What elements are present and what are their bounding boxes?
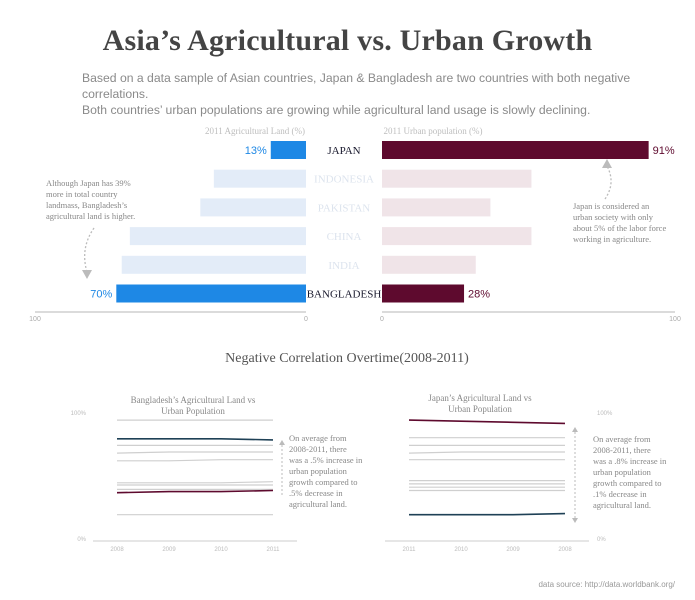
page-title: Asia’s Agricultural vs. Urban Growth <box>102 24 593 57</box>
arrow-right <box>604 165 612 200</box>
arrow-left <box>84 227 95 273</box>
bar-agri <box>116 284 306 303</box>
note-right: Japan is considered an urban society with… <box>573 201 666 244</box>
category-label: INDONESIA <box>314 174 374 186</box>
category-label: JAPAN <box>327 145 360 157</box>
bar-agri <box>213 169 306 188</box>
bar-urban <box>382 141 649 159</box>
note-line: growth compared to <box>593 478 661 488</box>
series-line <box>116 451 273 454</box>
y-tick-label: 100% <box>597 411 613 417</box>
line-chart-title: Bangladesh’s Agricultural Land vs Urban P… <box>131 395 256 416</box>
tick-label: 100 <box>29 316 41 323</box>
note-line: Although Japan has 39% <box>46 178 131 188</box>
series-line <box>116 489 274 494</box>
data-source: data source: http://data.worldbank.org/ <box>538 580 675 589</box>
line-chart-japan: Japan’s Agricultural Land vs Urban Popula… <box>385 393 613 553</box>
data-label-agri: 13% <box>245 145 267 157</box>
note-line: 2008-2011, there <box>289 444 347 454</box>
note-line: urban population <box>593 467 652 477</box>
page-subtitle: Based on a data sample of Asian countrie… <box>82 70 682 118</box>
category-label: INDIA <box>328 260 359 272</box>
y-tick-label: 0% <box>77 537 86 543</box>
note-line: .1% decrease in <box>593 489 647 499</box>
note-line: .5% decrease in <box>289 488 343 498</box>
bar-agri <box>200 198 306 217</box>
data-label-urban: 28% <box>468 289 490 301</box>
note-line: On average from <box>289 433 347 443</box>
bar-urban <box>382 284 465 303</box>
title-line: Bangladesh’s Agricultural Land vs <box>131 395 256 405</box>
bar-urban <box>382 169 532 188</box>
y-tick-label: 0% <box>597 537 606 543</box>
category-label: BANGLADESH <box>307 289 382 301</box>
note-line: urban society with only <box>573 212 654 222</box>
subtitle-line-2: Both countries’ urban populations are gr… <box>82 103 591 117</box>
tick-label: 100 <box>669 316 681 323</box>
category-label: CHINA <box>327 231 362 243</box>
bar-urban <box>382 255 476 274</box>
note-line: urban population <box>289 466 348 476</box>
line-chart-title: Japan’s Agricultural Land vs Urban Popula… <box>428 393 532 414</box>
series-line <box>117 459 273 462</box>
note-japan: On average from 2008-2011, there was a .8%… <box>593 434 667 510</box>
tick-label: 0 <box>380 316 384 323</box>
note-line: agricultural land. <box>593 500 651 510</box>
range-marker-japan-head <box>572 427 578 432</box>
x-tick-label: 2008 <box>558 547 572 553</box>
x-tick-label: 2011 <box>267 547 281 553</box>
range-marker-japan-head <box>572 518 578 523</box>
series-line <box>117 481 274 484</box>
range-marker-bangladesh-head <box>279 440 285 445</box>
data-label-agri: 70% <box>90 289 112 301</box>
bar-agri <box>270 141 306 159</box>
note-line: Japan is considered an <box>573 201 650 211</box>
title-line: Japan’s Agricultural Land vs <box>428 393 532 403</box>
note-line: about 5% of the labor force <box>573 223 666 233</box>
category-label: PAKISTAN <box>318 202 371 214</box>
arrow-right-head <box>602 159 612 168</box>
note-line: agricultural land. <box>289 499 347 509</box>
note-line: more in total country <box>46 189 118 199</box>
note-line: 2008-2011, there <box>593 445 651 455</box>
x-tick-label: 2010 <box>214 547 228 553</box>
series-line <box>117 437 274 441</box>
note-bangladesh: On average from 2008-2011, there was a .5%… <box>289 433 363 509</box>
tick-label: 0 <box>304 316 308 323</box>
data-label-urban: 91% <box>653 145 675 157</box>
legend-agri: 2011 Agricultural Land (%) <box>205 126 305 136</box>
note-line: was a .5% increase in <box>289 455 363 465</box>
line-chart-bangladesh: Bangladesh’s Agricultural Land vs Urban P… <box>71 395 297 553</box>
x-tick-label: 2009 <box>162 547 176 553</box>
series-line <box>408 419 566 425</box>
note-line: growth compared to <box>289 477 357 487</box>
title-line: Urban Population <box>161 406 225 416</box>
series-line <box>409 512 566 516</box>
bar-chart: 2011 Agricultural Land (%) 2011 Urban pop… <box>29 126 681 323</box>
annotations: Although Japan has 39% more in total coun… <box>46 159 667 523</box>
legend-urban: 2011 Urban population (%) <box>384 126 483 136</box>
note-line: On average from <box>593 434 651 444</box>
x-tick-label: 2008 <box>110 547 124 553</box>
arrow-left-head <box>82 270 92 279</box>
note-line: was a .8% increase in <box>593 456 667 466</box>
x-tick-label: 2011 <box>403 547 417 553</box>
bar-agri <box>129 227 306 246</box>
y-tick-label: 100% <box>71 411 87 417</box>
note-left: Although Japan has 39% more in total coun… <box>46 178 135 221</box>
note-line: working in agriculture. <box>573 234 651 244</box>
subtitle-line-1: Based on a data sample of Asian countrie… <box>82 71 631 101</box>
bar-urban <box>382 198 491 217</box>
note-line: landmass, Bangladesh’s <box>46 200 127 210</box>
note-line: agricultural land is higher. <box>46 211 135 221</box>
bar-agri <box>121 255 306 274</box>
section-2-title: Negative Correlation Overtime(2008-2011) <box>225 351 469 366</box>
x-tick-label: 2009 <box>506 547 520 553</box>
title-line: Urban Population <box>448 404 512 414</box>
x-tick-label: 2010 <box>454 547 468 553</box>
series-line <box>408 451 565 454</box>
bar-urban <box>382 227 532 246</box>
